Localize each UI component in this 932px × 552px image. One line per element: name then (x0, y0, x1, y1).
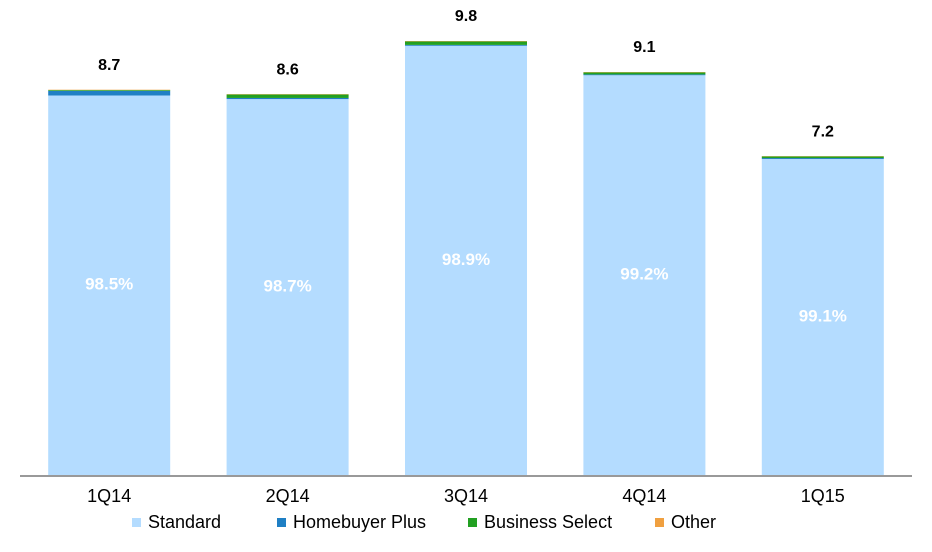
bar-segment (48, 90, 171, 96)
legend-swatch (132, 518, 141, 527)
bar-segment (48, 95, 171, 476)
total-label: 9.1 (633, 39, 655, 56)
x-tick-label: 1Q14 (87, 486, 131, 506)
legend-label: Standard (148, 512, 221, 532)
bar-segment (405, 41, 527, 45)
legend-swatch (468, 518, 477, 527)
data-label: 99.1% (799, 306, 847, 325)
x-tick-label: 2Q14 (266, 486, 310, 506)
bar-segment (226, 94, 349, 98)
x-tick-label: 1Q15 (801, 486, 845, 506)
total-label: 8.6 (276, 61, 298, 78)
bar-segment (226, 97, 349, 100)
x-tick-label: 4Q14 (622, 486, 666, 506)
bar-segment (583, 72, 706, 75)
total-label: 7.2 (812, 123, 834, 140)
data-label: 98.9% (442, 250, 490, 269)
total-label: 9.8 (455, 8, 477, 25)
legend-swatch (655, 518, 664, 527)
data-label: 98.7% (263, 277, 311, 296)
bar-segment (583, 74, 706, 76)
legend-label: Other (671, 512, 716, 532)
legend-label: Business Select (484, 512, 612, 532)
bar-segment (761, 158, 884, 160)
bar-segment (226, 99, 349, 476)
bar-segment (761, 159, 884, 475)
bar-segment (405, 44, 527, 46)
total-label: 8.7 (98, 57, 120, 74)
data-label: 98.5% (85, 275, 133, 294)
bar-segment (583, 75, 706, 475)
bar-segment (405, 45, 527, 476)
bar-segment (48, 90, 171, 91)
data-label: 99.2% (620, 265, 668, 284)
legend-swatch (277, 518, 286, 527)
legend-label: Homebuyer Plus (293, 512, 426, 532)
x-tick-label: 3Q14 (444, 486, 488, 506)
bar-segment (761, 156, 884, 159)
